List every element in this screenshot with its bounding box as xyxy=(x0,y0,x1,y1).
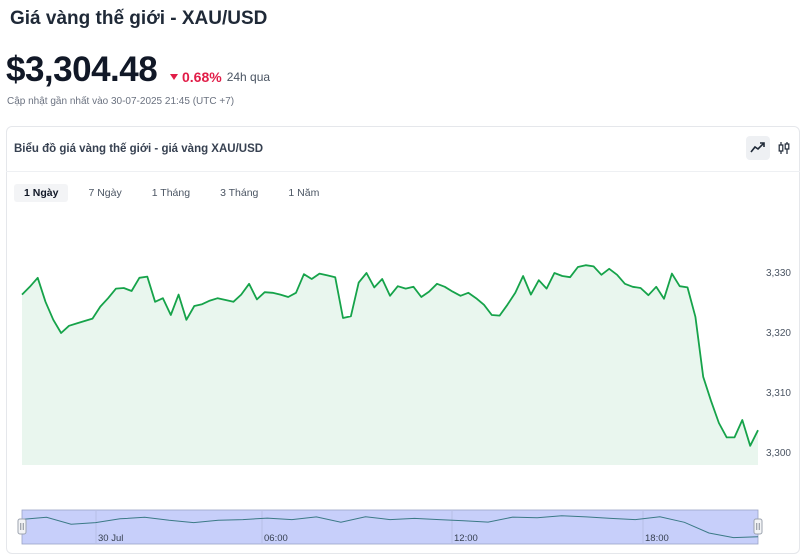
tab-range-4[interactable]: 1 Năm xyxy=(288,187,320,199)
candlestick-icon xyxy=(778,142,790,154)
divider xyxy=(6,171,800,172)
tab-range-1[interactable]: 7 Ngày xyxy=(88,187,122,199)
down-arrow-icon xyxy=(170,74,178,80)
x-axis-label: 30 Jul xyxy=(98,533,123,544)
y-tick-label: 3,300 xyxy=(766,448,791,459)
x-axis-label: 12:00 xyxy=(454,533,478,544)
navigator-handle-left[interactable] xyxy=(17,518,27,535)
x-axis-label: 18:00 xyxy=(645,533,669,544)
tab-range-2[interactable]: 1 Tháng xyxy=(151,187,191,199)
y-tick-label: 3,310 xyxy=(766,388,791,399)
navigator-handle-right[interactable] xyxy=(753,518,763,535)
price-line xyxy=(21,264,759,447)
change-percent: 0.68% xyxy=(182,69,222,85)
candlestick-toggle[interactable] xyxy=(772,136,796,160)
y-tick-label: 3,330 xyxy=(766,268,791,279)
price-area xyxy=(22,265,758,465)
x-axis-label: 06:00 xyxy=(264,533,288,544)
tab-range-3[interactable]: 3 Tháng xyxy=(220,187,259,199)
page-title: Giá vàng thế giới - XAU/USD xyxy=(10,8,268,29)
navigator-line xyxy=(21,515,759,539)
line-chart-toggle[interactable] xyxy=(746,136,770,160)
current-price: $3,304.48 xyxy=(6,50,158,89)
line-chart-icon xyxy=(750,142,765,153)
change-period: 24h qua xyxy=(226,70,271,84)
chart-title: Biểu đồ giá vàng thế giới - giá vàng XAU… xyxy=(14,143,264,155)
tab-range-0[interactable]: 1 Ngày xyxy=(14,184,69,202)
last-updated: Cập nhật gần nhất vào 30-07-2025 21:45 (… xyxy=(7,96,235,107)
y-tick-label: 3,320 xyxy=(766,328,791,339)
navigator-window[interactable] xyxy=(21,509,759,545)
price-change: 0.68% 24h qua xyxy=(170,69,270,85)
range-tabs: 1 Ngày 7 Ngày 1 Tháng 3 Tháng 1 Năm xyxy=(14,184,339,202)
